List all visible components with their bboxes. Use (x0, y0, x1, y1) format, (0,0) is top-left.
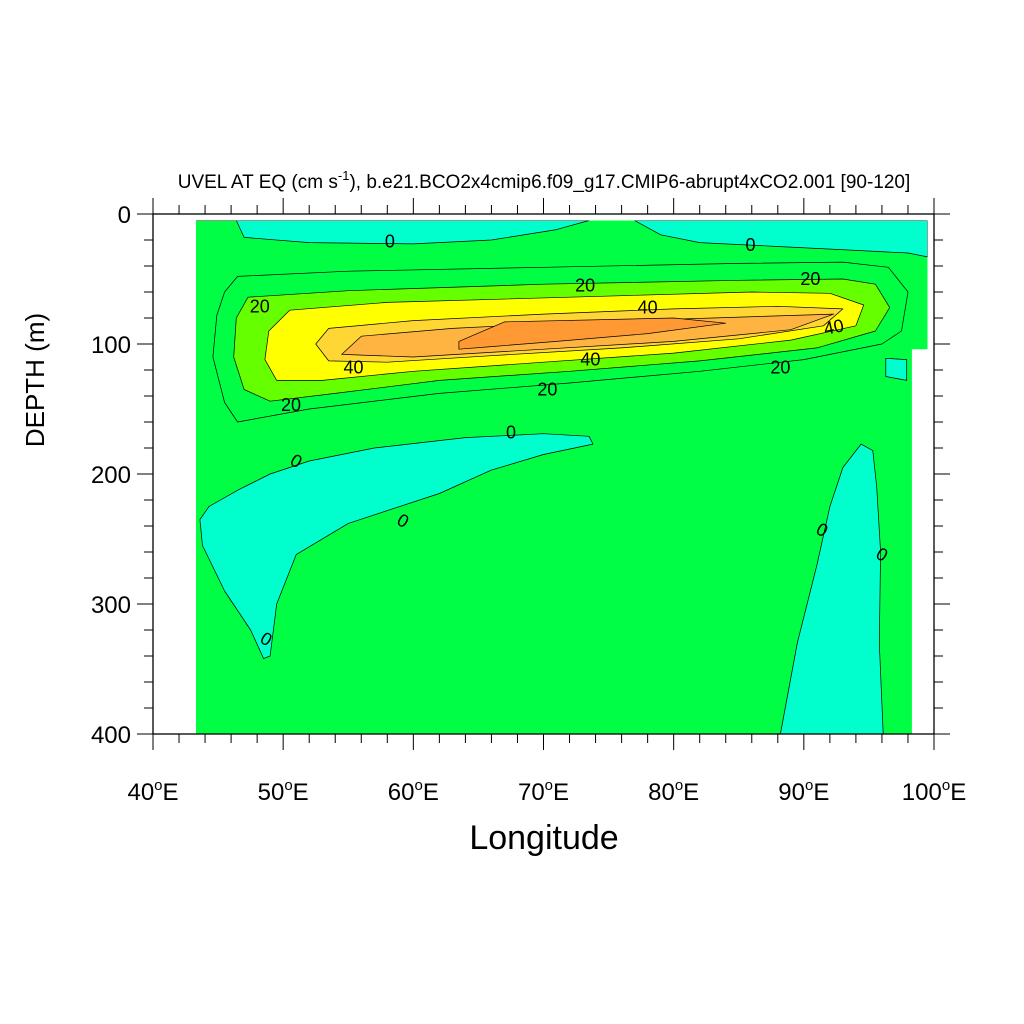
contour-label: 0 (506, 422, 516, 442)
y-tick-label: 400 (91, 722, 131, 749)
contour-region-missing-corner (927, 220, 934, 350)
contour-label: 40 (580, 350, 600, 370)
x-tick-label: 40oE (127, 777, 178, 806)
contour-label: 20 (770, 357, 790, 377)
contour-region-patch-east (885, 357, 908, 381)
contour-label: 0 (745, 235, 755, 255)
contour-label: 20 (800, 269, 820, 289)
y-axis-label: DEPTH (m) (20, 313, 50, 447)
contour-region-missing-top (196, 214, 934, 221)
chart-title: UVEL AT EQ (cm s-1), b.e21.BCO2x4cmip6.f… (178, 168, 911, 193)
contour-label: 40 (343, 357, 363, 377)
contour-label: 20 (575, 276, 595, 296)
y-tick-label: 200 (91, 462, 131, 489)
contour-label: 40 (638, 298, 658, 318)
contour-label: 20 (537, 380, 557, 400)
axes: 40oE 50oE 60oE 70oE 80oE 90oE 100oE01002003004… (91, 198, 966, 806)
contour-region-missing-east (911, 349, 934, 734)
x-tick-label: 60oE (388, 777, 439, 806)
contour-region-undercurrent-west (199, 433, 594, 659)
x-tick-label: 90oE (778, 777, 829, 806)
y-tick-label: 300 (91, 592, 131, 619)
contour-label: 0 (385, 231, 395, 251)
contour-region-easterly-surface-west (195, 220, 590, 245)
contour-label: 20 (250, 296, 270, 316)
contour-region-missing-west (153, 214, 196, 734)
y-tick-label: 0 (118, 202, 131, 229)
x-tick-label: 100oE (902, 777, 966, 806)
x-tick-label: 50oE (258, 777, 309, 806)
y-tick-label: 100 (91, 332, 131, 359)
x-axis-label: Longitude (469, 819, 618, 857)
x-tick-label: 70oE (518, 777, 569, 806)
contour-label: 20 (281, 395, 301, 415)
x-tick-label: 80oE (648, 777, 699, 806)
contour-label: 40 (822, 315, 846, 339)
contour-region-jet-core (458, 317, 727, 350)
contour-regions (153, 214, 934, 735)
contour-region-undercurrent-east (780, 443, 884, 735)
